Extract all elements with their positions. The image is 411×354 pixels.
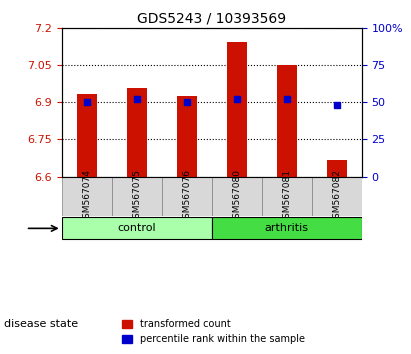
Text: GSM567080: GSM567080 [232, 169, 241, 224]
FancyBboxPatch shape [62, 217, 212, 240]
Title: GDS5243 / 10393569: GDS5243 / 10393569 [137, 12, 286, 26]
Text: GSM567076: GSM567076 [182, 169, 191, 224]
FancyBboxPatch shape [312, 177, 362, 216]
FancyBboxPatch shape [112, 177, 162, 216]
Text: control: control [118, 223, 156, 233]
Text: GSM567074: GSM567074 [82, 169, 91, 224]
Bar [227, 42, 247, 177]
Text: GSM567075: GSM567075 [132, 169, 141, 224]
Bar [177, 96, 196, 177]
FancyBboxPatch shape [62, 177, 112, 216]
Bar [127, 87, 147, 177]
Legend: transformed count, percentile rank within the sample: transformed count, percentile rank withi… [118, 315, 310, 349]
Bar [76, 94, 97, 177]
FancyBboxPatch shape [162, 177, 212, 216]
FancyBboxPatch shape [212, 177, 262, 216]
Text: arthritis: arthritis [265, 223, 309, 233]
Text: GSM567081: GSM567081 [282, 169, 291, 224]
Bar [277, 65, 297, 177]
Text: GSM567082: GSM567082 [332, 169, 341, 224]
FancyBboxPatch shape [212, 217, 362, 240]
Bar [327, 160, 347, 177]
FancyBboxPatch shape [262, 177, 312, 216]
Text: disease state: disease state [4, 319, 78, 329]
